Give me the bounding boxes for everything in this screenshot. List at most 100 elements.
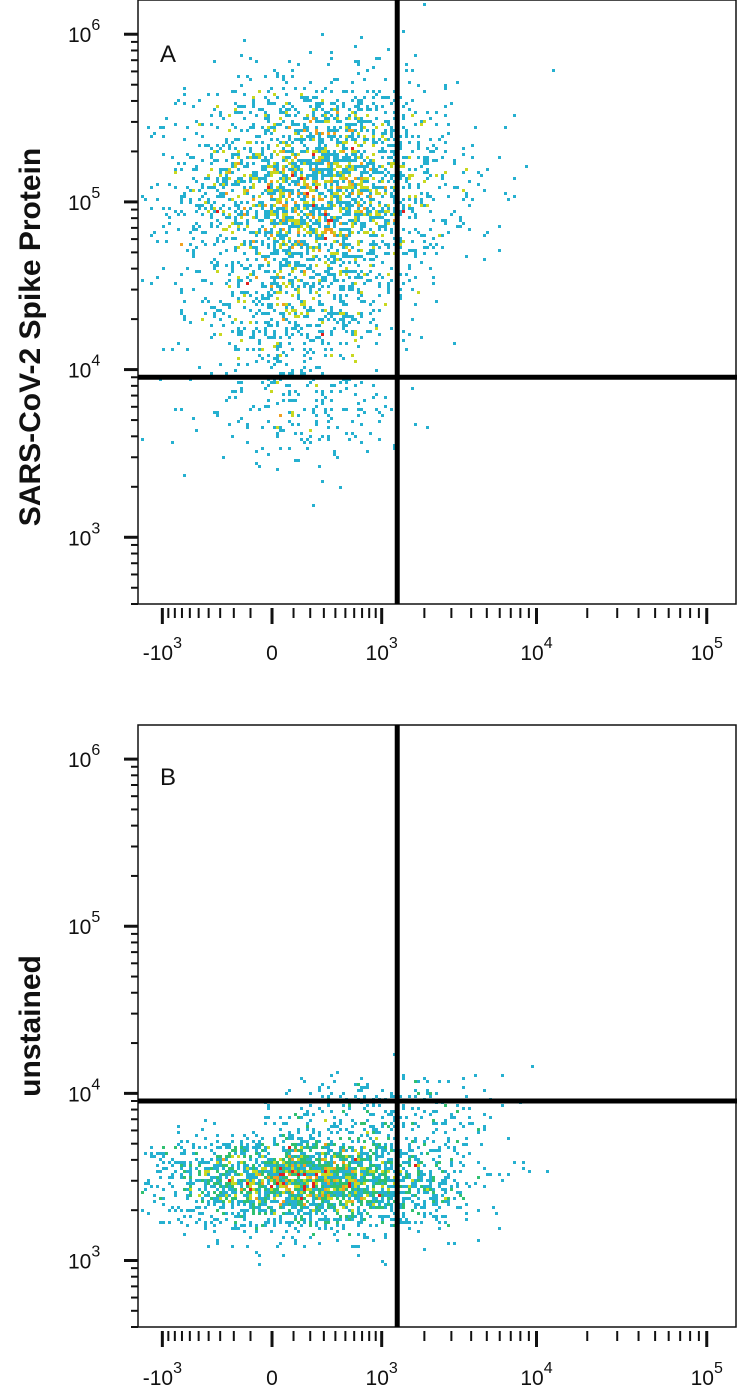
event-bin <box>297 288 300 291</box>
event-bin <box>225 228 228 231</box>
event-bin <box>339 312 342 315</box>
event-bin <box>294 174 297 177</box>
event-bin <box>297 111 300 114</box>
event-bin <box>255 360 258 363</box>
event-bin <box>381 1170 384 1173</box>
event-bin <box>303 1161 306 1164</box>
event-bin <box>330 354 333 357</box>
event-bin <box>225 1164 228 1167</box>
event-bin <box>282 180 285 183</box>
event-bin <box>321 141 324 144</box>
event-bin <box>213 1185 216 1188</box>
event-bin <box>246 348 249 351</box>
event-bin <box>243 207 246 210</box>
event-bin <box>234 201 237 204</box>
event-bin <box>408 1221 411 1224</box>
event-bin <box>351 330 354 333</box>
event-bin <box>258 177 261 180</box>
event-bin <box>183 1233 186 1236</box>
event-bin <box>384 1173 387 1176</box>
event-bin <box>357 1209 360 1212</box>
event-bin <box>366 114 369 117</box>
event-bin <box>291 120 294 123</box>
event-bin <box>357 264 360 267</box>
event-bin <box>285 114 288 117</box>
event-bin <box>264 1170 267 1173</box>
event-bin <box>324 1218 327 1221</box>
event-bin <box>282 1176 285 1179</box>
event-bin <box>333 1161 336 1164</box>
event-bin <box>336 189 339 192</box>
event-bin <box>324 120 327 123</box>
event-bin <box>429 150 432 153</box>
event-bin <box>213 183 216 186</box>
event-bin <box>351 1215 354 1218</box>
event-bin <box>330 348 333 351</box>
event-bin <box>324 255 327 258</box>
event-bin <box>207 198 210 201</box>
event-bin <box>246 1182 249 1185</box>
event-bin <box>432 159 435 162</box>
event-bin <box>324 210 327 213</box>
event-bin <box>372 1200 375 1203</box>
event-bin <box>273 237 276 240</box>
event-bin <box>342 1170 345 1173</box>
event-bin <box>258 1194 261 1197</box>
event-bin <box>429 1176 432 1179</box>
event-bin <box>306 1113 309 1116</box>
event-bin <box>282 1182 285 1185</box>
event-bin <box>303 342 306 345</box>
event-bin <box>312 1146 315 1149</box>
event-bin <box>216 1200 219 1203</box>
event-bin <box>234 1149 237 1152</box>
event-bin <box>387 1158 390 1161</box>
event-bin <box>279 414 282 417</box>
event-bin <box>483 1113 486 1116</box>
event-bin <box>204 1173 207 1176</box>
event-bin <box>318 210 321 213</box>
event-bin <box>303 303 306 306</box>
event-bin <box>198 1173 201 1176</box>
event-bin <box>321 342 324 345</box>
event-bin <box>192 156 195 159</box>
event-bin <box>165 213 168 216</box>
event-bin <box>291 1236 294 1239</box>
event-bin <box>192 1143 195 1146</box>
event-bin <box>195 1158 198 1161</box>
event-bin <box>381 195 384 198</box>
event-bin <box>360 204 363 207</box>
event-bin <box>261 201 264 204</box>
event-bin <box>306 1179 309 1182</box>
event-bin <box>243 39 246 42</box>
event-bin <box>330 165 333 168</box>
event-bin <box>420 120 423 123</box>
event-bin <box>273 1194 276 1197</box>
event-bin <box>270 234 273 237</box>
event-bin <box>192 168 195 171</box>
event-bin <box>363 78 366 81</box>
event-bin <box>420 1161 423 1164</box>
event-bin <box>222 1206 225 1209</box>
event-bin <box>273 1143 276 1146</box>
event-bin <box>384 1161 387 1164</box>
event-bin <box>357 1179 360 1182</box>
event-bin <box>258 1191 261 1194</box>
event-bin <box>327 180 330 183</box>
event-bin <box>240 1188 243 1191</box>
event-bin <box>309 1170 312 1173</box>
event-bin <box>390 132 393 135</box>
event-bin <box>219 168 222 171</box>
event-bin <box>423 156 426 159</box>
event-bin <box>240 1224 243 1227</box>
event-bin <box>162 1161 165 1164</box>
event-bin <box>384 1167 387 1170</box>
event-bin <box>270 1158 273 1161</box>
event-bin <box>360 1215 363 1218</box>
event-bin <box>303 1158 306 1161</box>
event-bin <box>318 225 321 228</box>
event-bin <box>432 1200 435 1203</box>
event-bin <box>390 150 393 153</box>
event-bin <box>369 201 372 204</box>
event-bin <box>381 1089 384 1092</box>
event-bin <box>339 1218 342 1221</box>
